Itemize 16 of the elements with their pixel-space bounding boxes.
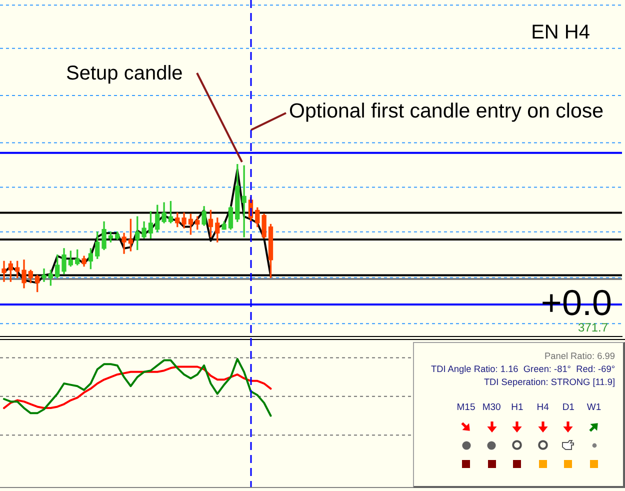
category-label: H1 [511,402,524,414]
text: TDI Seperation: STRONG [11.9] [484,376,615,388]
text: TDI Angle Ratio: 1.16 Green: -81° Red: -69° [430,363,615,375]
category-label: H4 [536,402,549,414]
candlestick [242,165,246,238]
category-label: M15 [456,402,476,414]
text: Optional first candle entry on close [289,100,604,123]
candlestick [42,268,46,282]
text: Setup candle [66,62,183,85]
category-label: D1 [562,402,574,414]
category-label: M30 [482,402,501,414]
category-label: W1 [586,402,602,414]
text: Panel Ratio: 6.99 [544,350,615,362]
text: EN H4 [531,22,590,44]
candlestick [2,260,6,282]
text: 371.7 [578,320,608,334]
